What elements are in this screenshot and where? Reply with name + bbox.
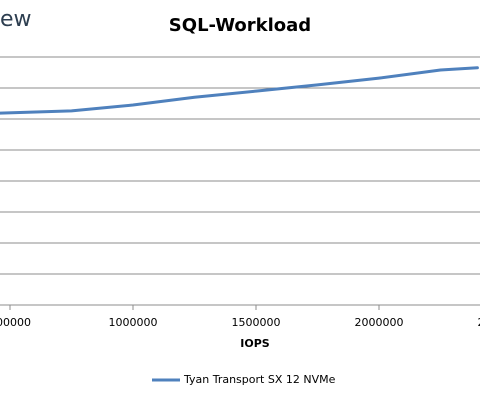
legend-label: Tyan Transport SX 12 NVMe xyxy=(183,373,336,386)
series-line xyxy=(0,66,479,115)
x-tick-label: 1000000 xyxy=(109,316,158,329)
x-axis-label: IOPS xyxy=(240,337,270,350)
x-tick-label: 500000 xyxy=(0,316,31,329)
x-tick-label: 2000000 xyxy=(355,316,404,329)
chart-title: SQL-Workload xyxy=(169,15,311,36)
x-tick-label: 2500000 xyxy=(478,316,480,329)
watermark: ew xyxy=(0,7,32,32)
x-tick-label: 1500000 xyxy=(232,316,281,329)
